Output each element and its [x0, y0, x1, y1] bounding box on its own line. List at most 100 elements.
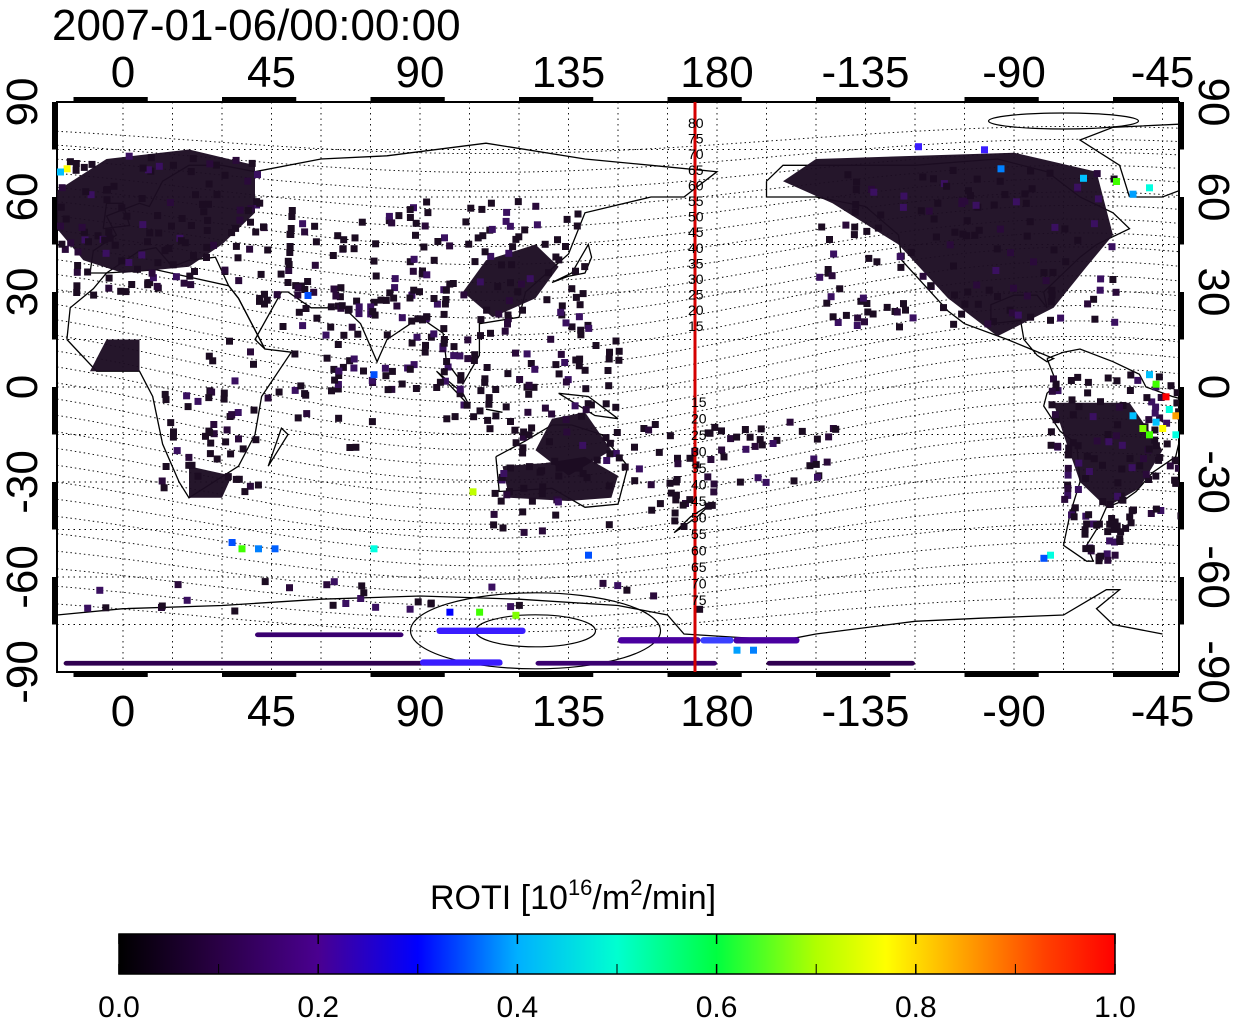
roti-cell — [583, 474, 591, 482]
roti-cell — [581, 263, 589, 271]
roti-cell — [456, 352, 464, 360]
roti-hot-cell — [1172, 431, 1179, 439]
roti-cell — [471, 258, 479, 266]
roti-cell — [261, 290, 268, 298]
contour-label: 25 — [688, 287, 704, 303]
roti-hot-cell — [585, 551, 592, 559]
mag-contour — [57, 351, 1179, 435]
roti-hot-cell — [1113, 178, 1120, 185]
frame-bar-bottom — [370, 672, 445, 677]
roti-cell — [650, 592, 658, 600]
roti-cell — [144, 166, 152, 174]
roti-cell — [824, 269, 832, 277]
contour-label: 45 — [688, 224, 704, 240]
roti-cell — [443, 358, 451, 365]
roti-cell — [555, 370, 563, 378]
roti-cell — [579, 290, 587, 298]
roti-cell — [464, 355, 472, 363]
roti-cell — [260, 223, 267, 231]
roti-cell — [82, 188, 90, 196]
roti-cell — [1064, 485, 1072, 493]
roti-cell — [671, 509, 679, 517]
roti-cell — [519, 306, 526, 314]
roti-cell — [851, 223, 859, 231]
roti-cell — [1136, 462, 1144, 470]
roti-cell — [861, 318, 868, 326]
roti-cell — [421, 222, 429, 230]
roti-cell — [409, 267, 417, 275]
roti-cell — [538, 490, 546, 498]
lon-tick-label-top: 0 — [111, 48, 135, 97]
roti-cell — [974, 300, 982, 308]
roti-cell — [525, 463, 533, 471]
frame-bar-bottom — [1113, 672, 1179, 677]
roti-cell — [1127, 519, 1135, 527]
roti-cell — [410, 255, 418, 263]
roti-cell — [62, 215, 70, 223]
roti-cell — [1087, 545, 1095, 553]
roti-cell — [433, 300, 441, 308]
frame-bar-left — [52, 197, 57, 245]
frame-bar-left — [52, 387, 57, 435]
roti-cell — [605, 355, 613, 363]
lon-tick-label-top: 180 — [680, 48, 753, 97]
roti-cell — [1117, 492, 1125, 500]
roti-cell — [139, 164, 147, 172]
roti-cell — [167, 419, 175, 427]
roti-cell — [526, 275, 534, 283]
roti-cell — [430, 256, 438, 264]
lat-tick-label-left: 90 — [0, 78, 47, 127]
roti-cell — [1167, 382, 1175, 390]
roti-cell — [358, 218, 366, 226]
polar-data-band — [255, 632, 404, 638]
contour-label: 60 — [691, 543, 707, 559]
roti-cell — [463, 401, 471, 409]
roti-cell — [80, 228, 88, 236]
roti-cell — [940, 304, 947, 312]
colorbar-tick-label: 0.8 — [895, 991, 937, 1024]
roti-cell — [286, 243, 294, 250]
roti-cell — [951, 228, 959, 236]
roti-cell — [498, 261, 505, 269]
roti-cell — [186, 272, 194, 280]
roti-cell — [299, 322, 307, 330]
roti-cell — [391, 275, 399, 283]
roti-cell — [806, 462, 814, 470]
roti-cell — [470, 413, 478, 421]
roti-cell — [605, 521, 613, 529]
lat-tick-label-right: -30 — [1189, 450, 1238, 514]
roti-cell — [351, 234, 359, 242]
roti-cell — [631, 443, 638, 451]
roti-cell — [934, 199, 942, 207]
roti-cell — [825, 433, 833, 441]
roti-cell — [621, 463, 629, 471]
frame-bar-top — [73, 97, 148, 102]
roti-cell — [410, 286, 418, 294]
roti-cell — [950, 320, 958, 328]
coastline — [436, 370, 471, 407]
lon-tick-label-top: 45 — [247, 48, 296, 97]
roti-cell — [514, 198, 522, 206]
roti-cell — [477, 387, 485, 395]
roti-cell — [433, 384, 441, 391]
roti-cell — [656, 500, 664, 508]
contour-label: 40 — [691, 477, 707, 493]
roti-cell — [1152, 403, 1160, 411]
roti-cell — [519, 444, 527, 452]
roti-cell — [829, 313, 837, 321]
roti-cell — [247, 218, 254, 226]
roti-cell — [360, 367, 367, 375]
roti-cell — [863, 300, 871, 307]
roti-cell — [383, 331, 391, 339]
roti-cell — [823, 299, 831, 307]
roti-hot-cell — [1152, 380, 1160, 388]
roti-cell — [492, 412, 500, 420]
roti-cell — [1074, 486, 1082, 493]
roti-cell — [615, 454, 623, 462]
roti-cell — [180, 279, 188, 287]
south-pole-contour — [409, 592, 662, 670]
roti-cell — [958, 200, 966, 207]
roti-cell — [1171, 457, 1179, 465]
roti-cell — [477, 316, 485, 324]
roti-cell — [578, 412, 585, 420]
